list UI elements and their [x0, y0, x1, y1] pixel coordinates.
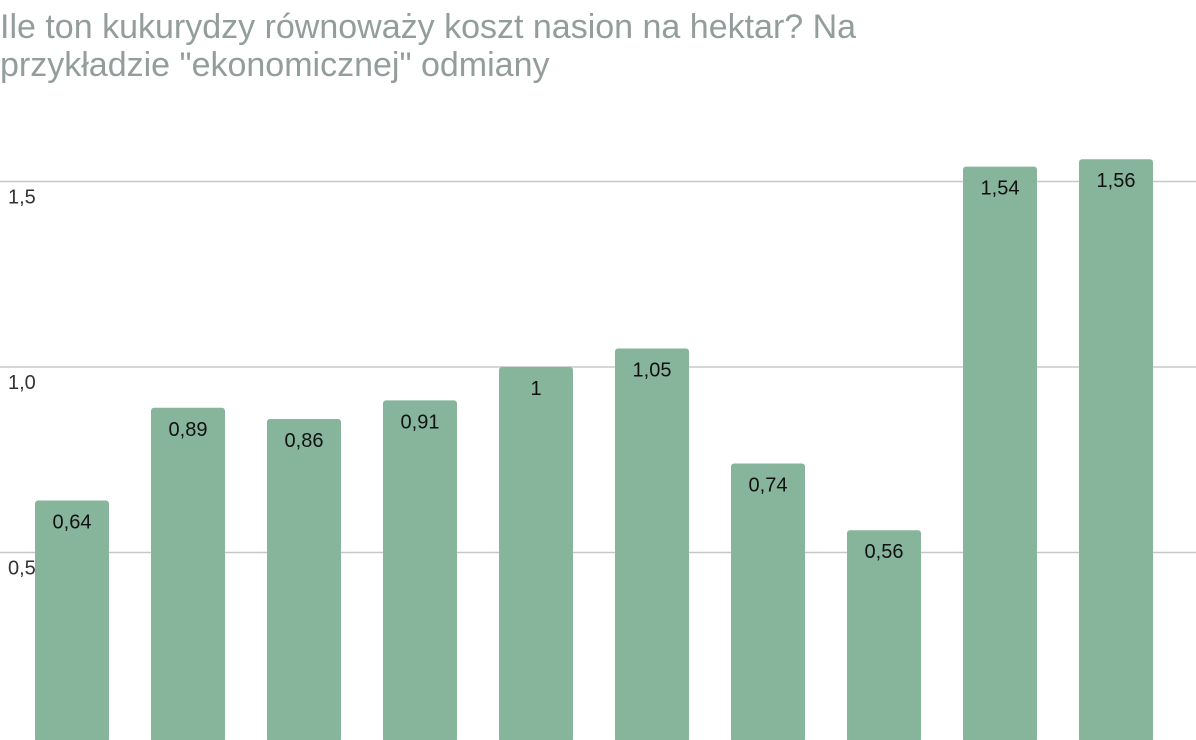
chart-title: Ile ton kukurydzy równoważy koszt nasion… [0, 8, 856, 46]
value-label: 0,56 [865, 541, 904, 563]
y-tick-label: 1,5 [8, 187, 36, 209]
bar [35, 500, 109, 740]
bar [383, 400, 457, 740]
bar [963, 166, 1037, 740]
value-label: 1,05 [633, 359, 672, 381]
value-label: 0,86 [285, 430, 324, 452]
bar [151, 407, 225, 740]
value-label: 0,89 [169, 419, 208, 441]
value-label: 1,56 [1097, 170, 1136, 192]
value-label: 0,64 [53, 512, 92, 534]
value-label: 0,91 [401, 411, 440, 433]
bar [847, 530, 921, 740]
chart-title: przykładzie "ekonomicznej" odmiany [0, 46, 550, 84]
bar [615, 348, 689, 740]
bar [267, 418, 341, 740]
value-label: 1 [530, 378, 541, 400]
value-label: 1,54 [981, 178, 1020, 200]
y-tick-label: 0,5 [8, 558, 36, 580]
bar [731, 463, 805, 740]
value-label: 0,74 [749, 474, 788, 496]
y-tick-label: 1,0 [8, 372, 36, 394]
bar [1079, 159, 1153, 740]
bar [499, 367, 573, 740]
